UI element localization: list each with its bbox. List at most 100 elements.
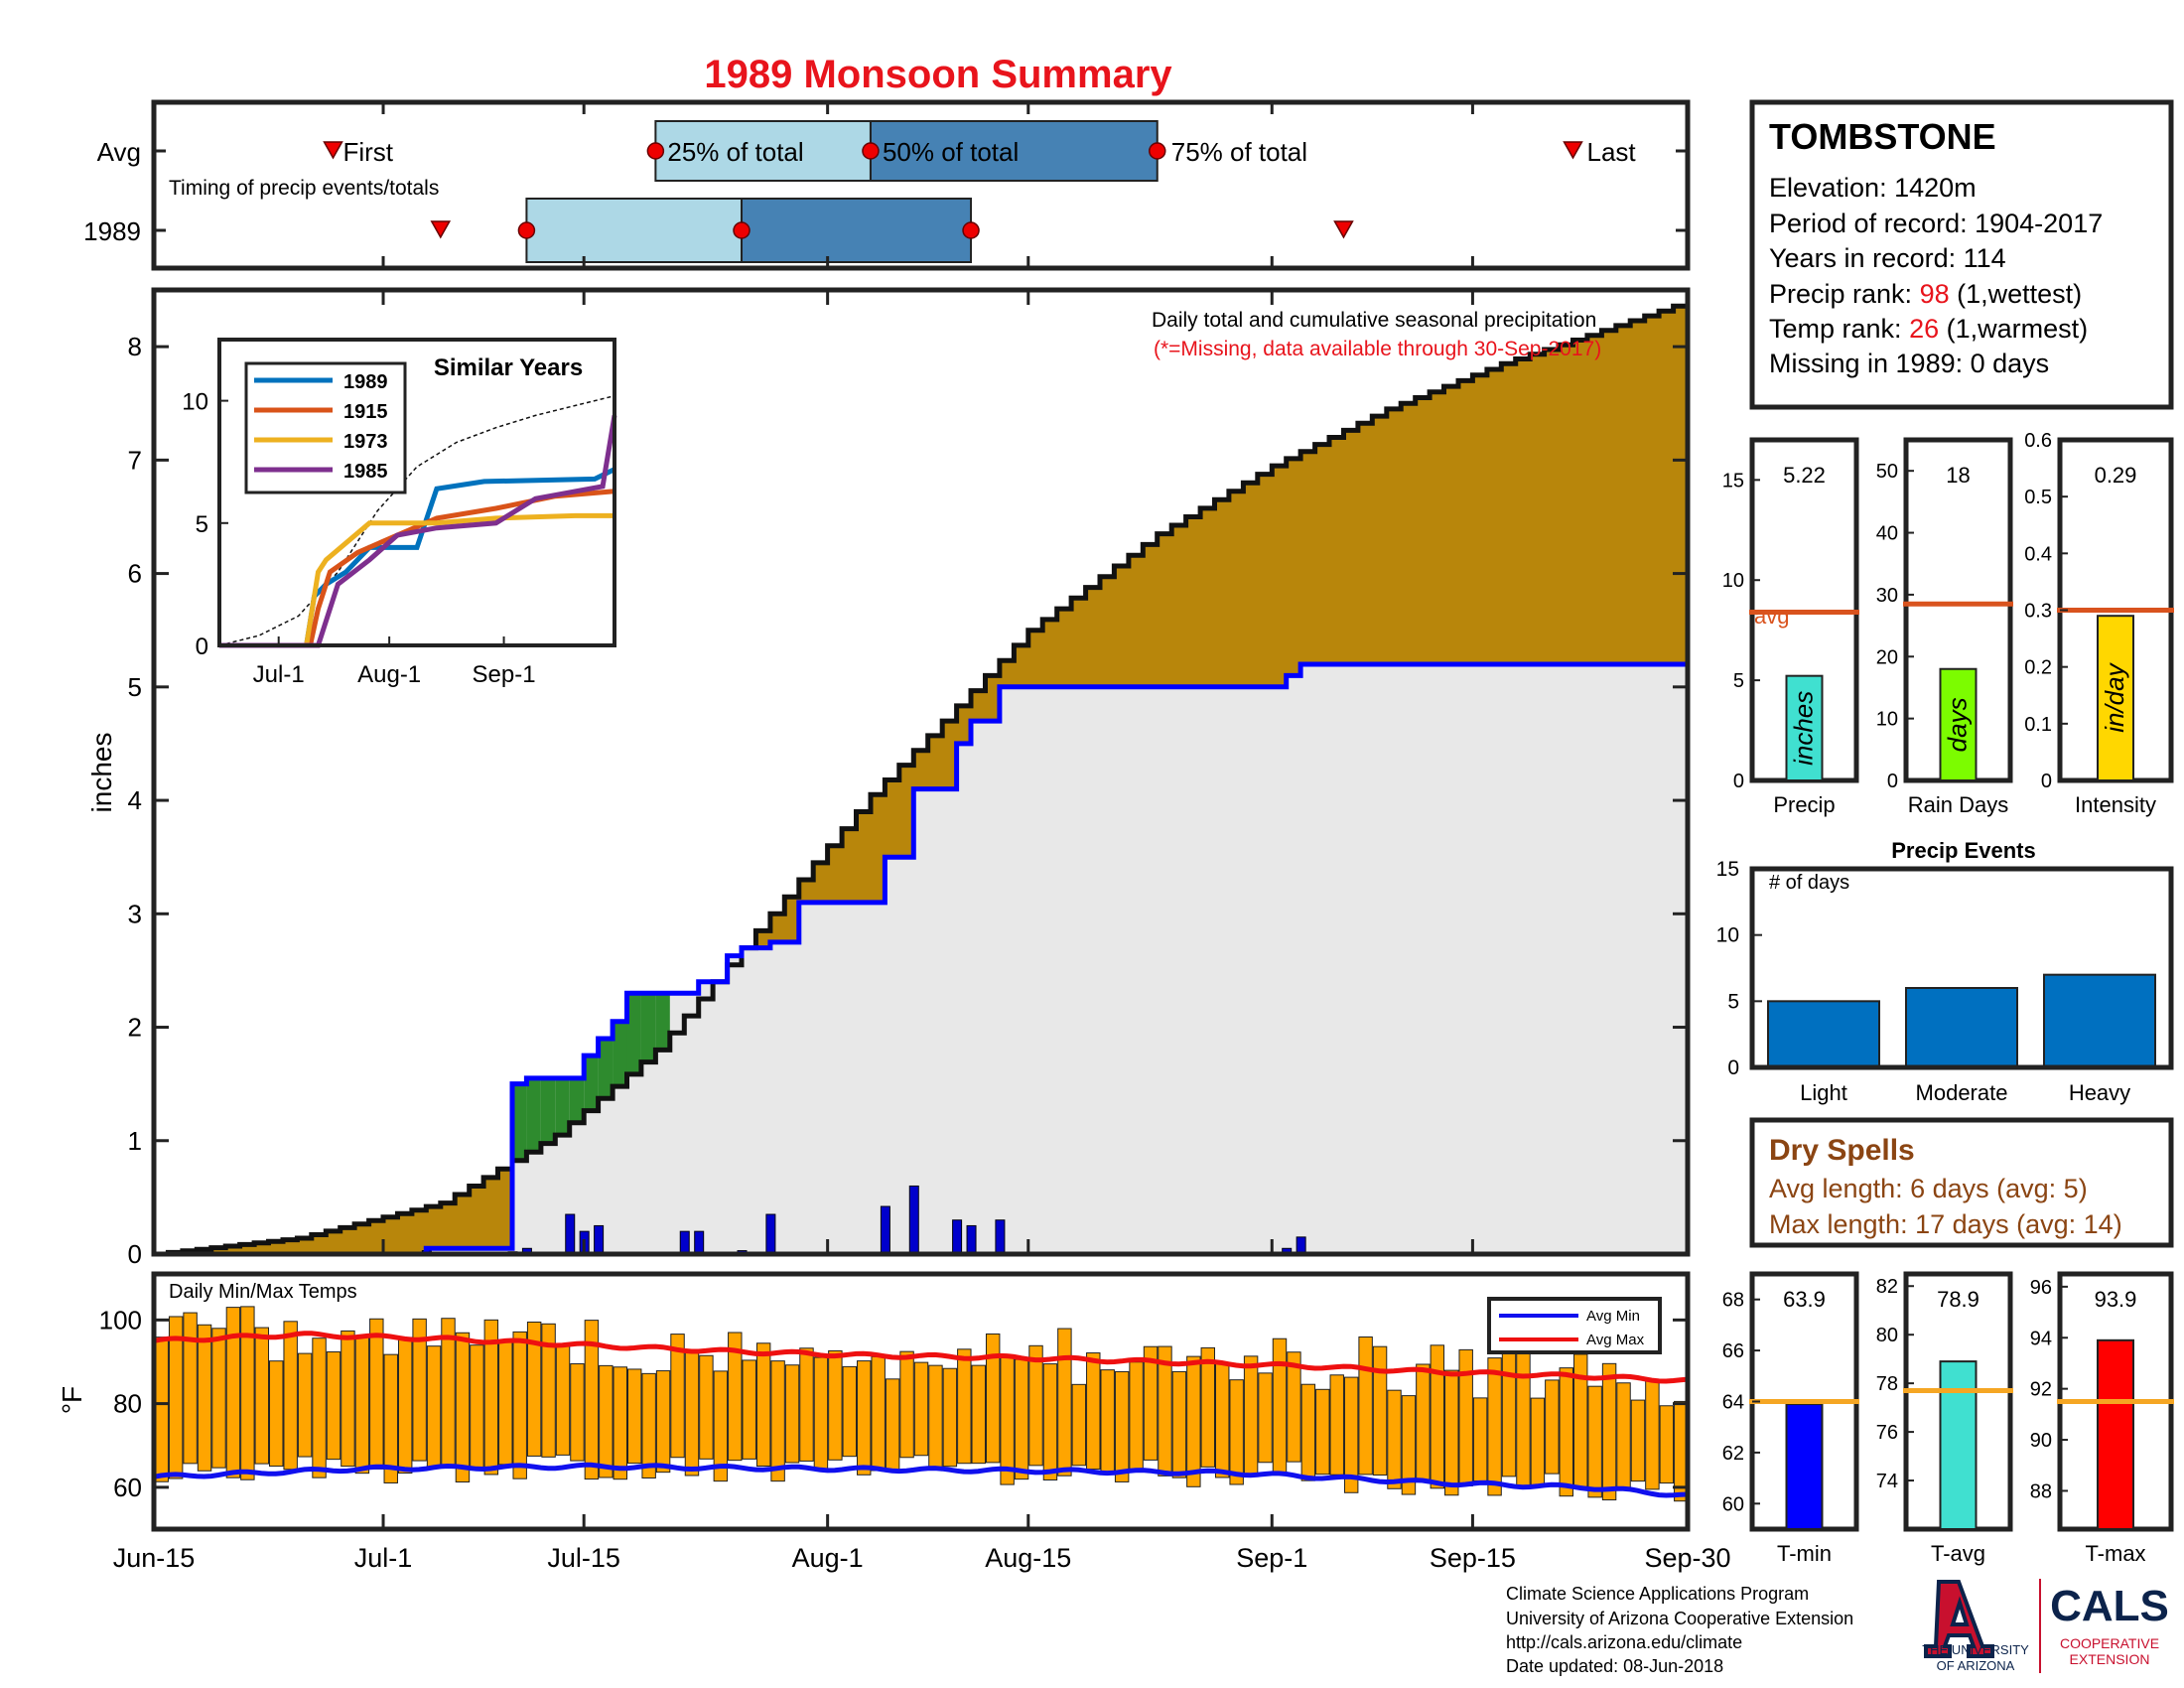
year-last-marker: [1333, 220, 1354, 239]
precip-ytick-label: 3: [128, 899, 142, 928]
daily-temp-bar: [871, 1355, 886, 1472]
tmin-ytick-label: 66: [1722, 1340, 1744, 1362]
precip-note-2: (*=Missing, data available through 30-Se…: [1154, 338, 1601, 360]
precip-xlabel: Precip: [1773, 792, 1835, 817]
raindays-ytick-label: 10: [1876, 709, 1898, 731]
daily-temp-bar: [971, 1364, 986, 1465]
precip-ytick-label: 0: [1733, 771, 1744, 792]
daily-temp-bar: [1171, 1370, 1187, 1478]
station-period: Period of record: 1904-2017: [1769, 209, 2103, 238]
daily-temp-bar: [297, 1352, 313, 1458]
events-plot: Light Moderate Heavy 0 5 10 15: [1716, 858, 2156, 1105]
daily-temp-bar: [1601, 1362, 1617, 1501]
tavg-value-label: 78.9: [1937, 1287, 1979, 1312]
intensity-ytick-label: 0: [2041, 771, 2052, 792]
year-cumulative-line: [154, 661, 1688, 1257]
daily-temp-bar: [928, 1364, 943, 1469]
daily-temp-bar: [584, 1320, 600, 1480]
daily-temp-bar: [426, 1345, 442, 1470]
raindays-ytick-label: 20: [1876, 646, 1898, 668]
intensity-value-label: 0.29: [2095, 463, 2137, 488]
daily-temp-bar: [1630, 1399, 1646, 1482]
daily-temp-bar: [1186, 1355, 1201, 1487]
daily-temp-bar: [341, 1330, 355, 1468]
daily-temp-bar: [1430, 1344, 1445, 1489]
daily-temp-bar: [1329, 1374, 1344, 1476]
events-frame: [1749, 866, 2174, 1070]
temp-rank-prefix: Temp rank:: [1769, 314, 1909, 344]
daily-temp-bar: [1200, 1346, 1216, 1468]
daily-temp-bar: [742, 1359, 756, 1460]
inset-line-1973: [219, 512, 614, 648]
inset-ytick-label: 10: [182, 389, 208, 416]
daily-temp-bar: [412, 1318, 427, 1462]
dry-spells-box: Dry Spells Avg length: 6 days (avg: 5) M…: [1749, 1117, 2174, 1248]
daily-temp-bar: [828, 1349, 843, 1461]
daily-temp-bar: [269, 1360, 284, 1468]
univ-line-1: THE UNIVERSITY: [1922, 1642, 2029, 1657]
year-first-marker: [430, 220, 452, 239]
precip-ytick-label: 8: [128, 332, 142, 361]
daily-temp-bar: [1487, 1357, 1502, 1496]
tmin-value-label: 63.9: [1783, 1287, 1826, 1312]
daily-temp-bar: [770, 1360, 785, 1482]
x-axis-label: Sep-1: [1236, 1543, 1307, 1573]
footer: Climate Science Applications Program Uni…: [1506, 1579, 2169, 1676]
inset-legend-label-1985: 1985: [343, 461, 388, 483]
daily-temp-bar: [641, 1372, 656, 1478]
precip-ytick-label: 1: [128, 1126, 142, 1156]
daily-temp-bar: [1258, 1372, 1273, 1464]
daily-temp-bar: [957, 1348, 972, 1465]
precip-rank-prefix: Precip rank:: [1769, 279, 1920, 309]
daily-temp-bar: [1343, 1376, 1359, 1493]
inset-xtick-label: Sep-1: [473, 661, 536, 688]
x-axis-labels: Jun-15 Jul-1 Jul-15 Aug-1 Aug-15 Sep-1 Sep-15 S…: [113, 1543, 1731, 1573]
temps-frame: [151, 1271, 1691, 1532]
precip-ytick-label: 10: [1722, 570, 1744, 592]
timing-marks: [152, 102, 1690, 268]
daily-temp-bar: [1530, 1397, 1546, 1487]
inset-ytick-label: 0: [196, 633, 208, 660]
timing-first-label: First: [342, 137, 393, 167]
daily-temp-bar: [655, 1370, 671, 1474]
temp-rank-suffix: (1,warmest): [1939, 314, 2088, 344]
daily-temp-bar: [1587, 1385, 1602, 1498]
daily-temp-bar: [1243, 1355, 1259, 1477]
precip-ylabel: inches: [86, 733, 117, 813]
daily-temp-bar: [455, 1332, 471, 1482]
tmax-value-label: 93.9: [2095, 1287, 2137, 1312]
temps-plot: 60 80 100: [99, 1305, 1690, 1529]
inset-title: Similar Years: [434, 354, 583, 381]
daily-temp-bar: [1444, 1369, 1459, 1496]
temp-summary-bars: 63.9 T-min 60 62 64 66 68 78.9 T-avg 74 76 78 80 82 93…: [1722, 1271, 2174, 1566]
precip-rank-suffix: (1,wettest): [1950, 279, 2083, 309]
daily-temp-bar: [570, 1363, 585, 1462]
station-frame: [1749, 99, 2174, 410]
tmax-xlabel: T-max: [2085, 1541, 2145, 1566]
avg-max-line: [153, 1331, 1689, 1384]
temps-ytick-label: 80: [113, 1389, 142, 1419]
daily-temp-bar: [1416, 1363, 1431, 1483]
daily-temp-bar: [254, 1327, 270, 1465]
timing-row-year-label: 1989: [83, 216, 141, 246]
year-q2-box: [741, 198, 973, 263]
tmax-ytick-label: 92: [2030, 1379, 2052, 1401]
daily-precip-bar: [679, 1230, 690, 1255]
avg-min-line: [153, 1462, 1689, 1498]
daily-temp-bar: [1114, 1370, 1130, 1482]
tmin-ytick-label: 68: [1722, 1290, 1744, 1312]
daily-temp-bar: [1129, 1361, 1144, 1473]
raindays-unit-label: days: [1943, 697, 1973, 752]
raindays-xlabel: Rain Days: [1908, 792, 2008, 817]
daily-temp-bar: [526, 1321, 542, 1457]
daily-temp-bar: [1616, 1382, 1631, 1490]
daily-temp-bar: [913, 1361, 929, 1457]
raindays-ytick-label: 40: [1876, 523, 1898, 545]
daily-temp-bar: [599, 1364, 614, 1478]
daily-temp-bar: [985, 1333, 1001, 1464]
inset-legend-label-1915: 1915: [343, 401, 388, 423]
daily-temp-bar: [483, 1319, 499, 1476]
daily-temp-bar: [1358, 1336, 1373, 1476]
station-missing: Missing in 1989: 0 days: [1769, 349, 2049, 378]
inset-ytick-label: 5: [196, 511, 208, 538]
